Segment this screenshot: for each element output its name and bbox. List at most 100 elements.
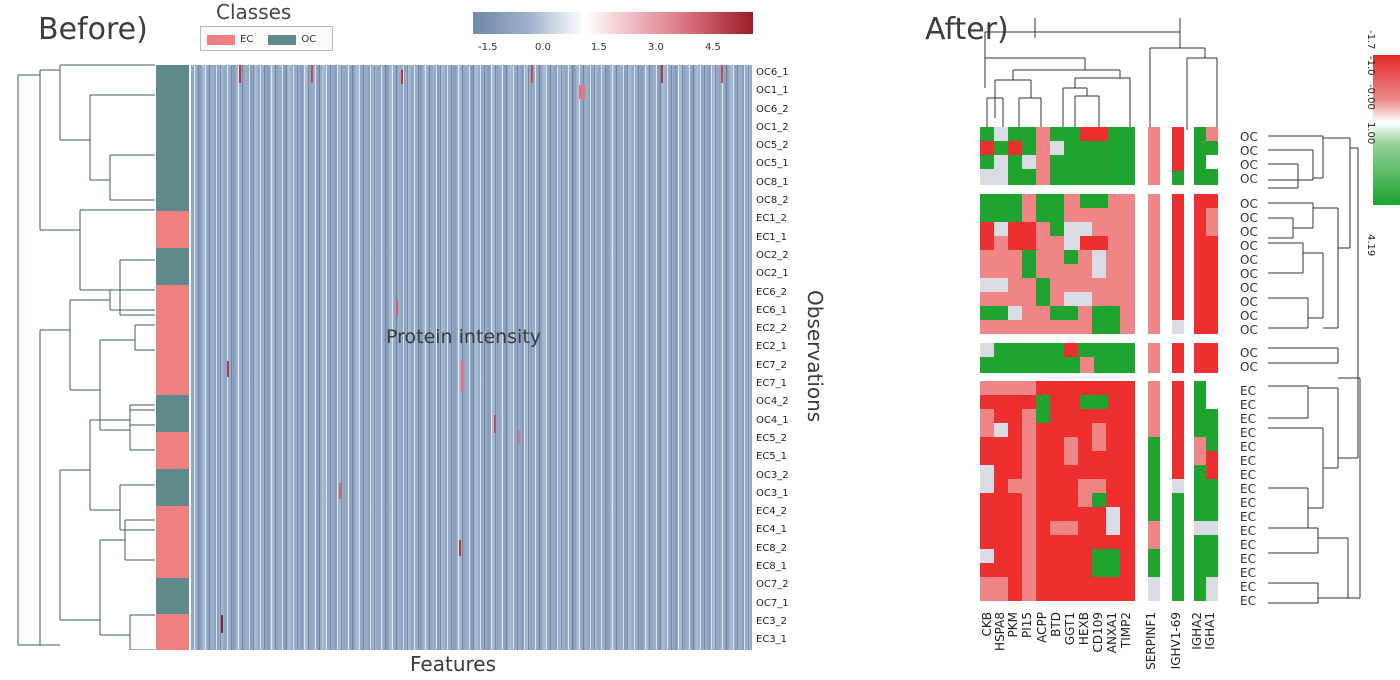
gene-label: ANXA1 [1105, 612, 1119, 654]
row-label: EC1_2 [756, 213, 788, 225]
after-row-labels-oc1: OC OC OC OC [1240, 130, 1258, 186]
colorbar-tick: 1.5 [591, 42, 607, 53]
after-row-label: OC [1240, 360, 1258, 374]
after-cbar-tick: -1.7 [1365, 30, 1376, 50]
before-row-dendrogram [17, 64, 155, 650]
after-row-label: EC [1240, 580, 1256, 594]
gene-label: IGHA1 [1203, 612, 1217, 650]
after-row-labels-oc2: OC OC OC OC OC OC OC OC OC OC [1240, 197, 1258, 337]
x-axis-label: Features [410, 652, 496, 676]
after-row-label: OC [1240, 346, 1258, 360]
class-band-ec [156, 614, 189, 650]
heatmap-accents [221, 65, 723, 633]
after-row-label: EC [1240, 594, 1256, 608]
after-colorbar [1373, 55, 1400, 205]
gene-label: SERPINF1 [1144, 612, 1158, 670]
row-label: OC5_1 [756, 158, 789, 170]
row-label: EC6_2 [756, 286, 788, 298]
ec-legend-label: EC [240, 34, 254, 45]
after-row-label: OC [1240, 144, 1258, 158]
cluster-1 [980, 127, 1218, 185]
row-label: OC8_1 [756, 176, 789, 188]
row-label: OC2_1 [756, 268, 789, 280]
after-row-label: EC [1240, 496, 1256, 510]
row-label: EC3_1 [756, 634, 788, 646]
row-label: EC4_2 [756, 506, 788, 518]
row-label: EC6_1 [756, 304, 788, 316]
gene-label: PI15 [1020, 612, 1034, 639]
after-row-label: EC [1240, 468, 1256, 482]
gene-label: IGHA2 [1190, 612, 1204, 650]
after-cbar-tick: 4.19 [1365, 234, 1376, 257]
row-labels: OC6_1 OC1_1 OC6_2 OC1_2 OC5_2 OC5_1 OC8_… [756, 67, 801, 653]
row-label: EC1_1 [756, 231, 788, 243]
row-label: EC4_1 [756, 524, 788, 536]
classes-legend: EC OC [200, 26, 334, 51]
protein-intensity-heatmap [191, 65, 752, 650]
after-row-label: EC [1240, 384, 1256, 398]
gene-label: BTD [1049, 612, 1063, 637]
after-heatmap [980, 127, 1218, 601]
colorbar-tick: 4.5 [705, 42, 721, 53]
after-col-dendrogram [984, 18, 1218, 130]
after-row-labels-ec: EC EC EC EC EC EC EC EC EC EC EC EC EC E… [1240, 384, 1256, 608]
gene-label: ACPP [1035, 612, 1049, 643]
ec-swatch [207, 34, 235, 45]
gene-label: HEXB [1077, 612, 1091, 646]
row-label: OC4_2 [756, 396, 789, 408]
before-title: Before) [38, 12, 148, 47]
after-row-label: EC [1240, 398, 1256, 412]
after-cbar-tick: -1.0 [1365, 56, 1376, 76]
after-row-label: EC [1240, 524, 1256, 538]
after-row-label: OC [1240, 323, 1258, 337]
gene-label: GGT1 [1063, 612, 1077, 646]
gene-labels: CKB HSPA8 PKM PI15 ACPP BTD GGT1 HEXB CD… [980, 612, 1225, 678]
row-label: OC5_2 [756, 140, 789, 152]
after-row-label: EC [1240, 566, 1256, 580]
row-label: OC6_2 [756, 103, 789, 115]
class-band-oc [156, 578, 189, 614]
cluster-4 [980, 381, 1218, 601]
row-label: OC4_1 [756, 414, 789, 426]
oc-legend-label: OC [301, 34, 317, 45]
row-label: OC7_1 [756, 597, 789, 609]
after-row-label: EC [1240, 454, 1256, 468]
row-label: OC8_2 [756, 195, 789, 207]
heatmap-overlay-label: Protein intensity [386, 326, 542, 348]
intensity-colorbar [473, 12, 753, 34]
classes-legend-title: Classes [216, 0, 292, 24]
colorbar-tick: 0.0 [535, 42, 551, 53]
row-label: OC3_2 [756, 469, 789, 481]
after-row-label: EC [1240, 426, 1256, 440]
after-row-label: OC [1240, 253, 1258, 267]
gene-label: CKB [980, 612, 994, 637]
class-band-ec [156, 285, 189, 395]
cluster-2 [980, 194, 1218, 334]
after-row-label: OC [1240, 197, 1258, 211]
row-label: EC5_2 [756, 432, 788, 444]
row-label: EC7_2 [756, 359, 788, 371]
row-label: EC7_1 [756, 378, 788, 390]
oc-swatch [268, 34, 297, 45]
row-label: EC8_2 [756, 542, 788, 554]
row-label: OC6_1 [756, 67, 789, 78]
row-label: EC5_1 [756, 451, 788, 463]
after-row-label: OC [1240, 281, 1258, 295]
after-row-label: OC [1240, 211, 1258, 225]
row-label: OC7_2 [756, 579, 789, 591]
class-band-oc [156, 65, 189, 211]
class-color-bar [156, 65, 189, 650]
after-row-label: OC [1240, 158, 1258, 172]
after-title: After) [925, 12, 1009, 47]
after-row-label: EC [1240, 538, 1256, 552]
gene-label: TIMP2 [1119, 612, 1133, 649]
class-band-ec [156, 432, 189, 469]
after-colorbar-ticks: -1.7 -1.0 -0.00 1.00 4.19 [1362, 28, 1376, 278]
after-row-label: EC [1240, 440, 1256, 454]
after-row-label: OC [1240, 172, 1258, 186]
after-row-label: OC [1240, 130, 1258, 144]
class-band-ec [156, 506, 189, 578]
gene-label: CD109 [1091, 612, 1105, 653]
after-row-label: OC [1240, 267, 1258, 281]
class-band-oc [156, 469, 189, 506]
